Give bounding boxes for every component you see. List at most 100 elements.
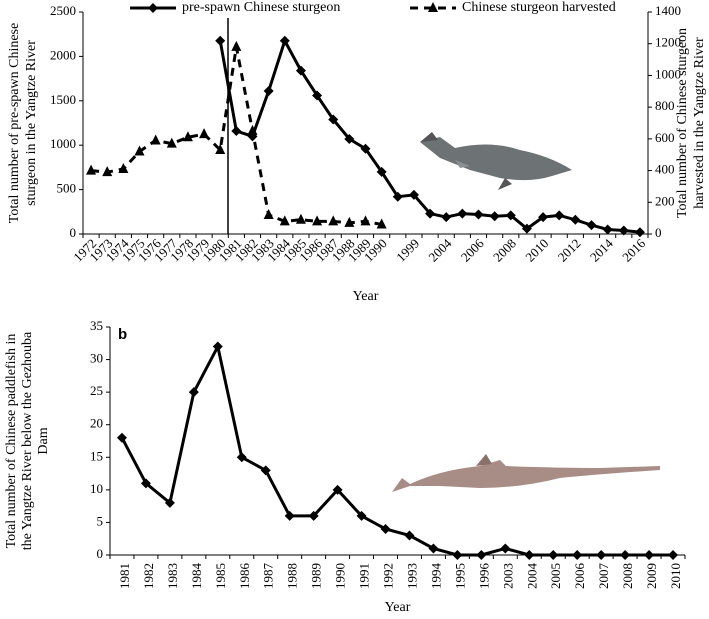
- y-tick-label: 2000: [50, 47, 76, 62]
- x-tick-label: 2012: [555, 236, 584, 265]
- legend-marker: [428, 2, 438, 12]
- series-line: [120, 342, 674, 557]
- x-tick-label: 1985: [213, 563, 228, 589]
- x-tick-label: 1982: [141, 563, 156, 589]
- x-tick-label: 2009: [644, 563, 659, 589]
- marker: [489, 211, 500, 222]
- y-tick-label: 0: [70, 225, 77, 240]
- marker: [231, 125, 242, 136]
- marker: [263, 208, 274, 219]
- x-tick-label: 1986: [237, 563, 252, 590]
- marker: [215, 35, 226, 46]
- y-tick-label: 20: [90, 416, 103, 431]
- marker: [150, 134, 161, 145]
- y-tick-label: 500: [57, 181, 77, 196]
- marker: [408, 189, 419, 200]
- x-tick-label: 2014: [587, 235, 616, 264]
- marker: [212, 341, 223, 352]
- y-axis-label: Dam: [36, 427, 51, 454]
- x-tick-label: 1983: [165, 563, 180, 589]
- x-axis-label: Year: [353, 289, 379, 304]
- x-tick-label: 2006: [572, 563, 587, 590]
- y2-tick-label: 1200: [655, 35, 681, 50]
- panel-label: b: [118, 326, 127, 343]
- marker: [572, 550, 583, 560]
- marker: [166, 137, 177, 148]
- legend-label: pre-spawn Chinese sturgeon: [182, 0, 340, 15]
- marker: [360, 215, 371, 226]
- legend-marker: [148, 3, 158, 13]
- x-tick-label: 2006: [458, 235, 487, 264]
- y-tick-label: 5: [97, 513, 104, 528]
- y2-tick-label: 1000: [655, 66, 681, 81]
- marker: [328, 114, 339, 125]
- marker: [392, 191, 403, 202]
- x-tick-label: 1990: [333, 563, 348, 589]
- marker: [586, 220, 597, 231]
- y-tick-label: 35: [90, 318, 103, 333]
- marker: [618, 225, 629, 236]
- x-tick-label: 1984: [189, 563, 204, 590]
- x-tick-label: 2008: [620, 563, 635, 589]
- y-axis-label: Total number of Chinese paddlefish in: [4, 334, 19, 549]
- marker: [668, 550, 679, 560]
- marker: [344, 216, 355, 227]
- x-tick-label: 2007: [596, 563, 611, 590]
- x-axis-label: Year: [385, 600, 411, 615]
- x-tick-label: 1991: [357, 563, 372, 589]
- marker: [102, 166, 113, 177]
- marker: [538, 212, 549, 223]
- marker: [425, 208, 436, 219]
- y-axis-label: sturgeon in the Yangtze River: [24, 40, 39, 206]
- marker: [457, 208, 468, 219]
- marker: [524, 550, 535, 560]
- marker: [164, 497, 175, 508]
- marker: [404, 530, 415, 541]
- y-tick-label: 1000: [50, 136, 76, 151]
- marker: [199, 128, 210, 139]
- marker: [360, 143, 371, 154]
- x-tick-label: 1994: [428, 563, 443, 590]
- marker: [308, 510, 319, 521]
- marker: [236, 452, 247, 463]
- marker: [182, 131, 193, 142]
- y2-tick-label: 800: [655, 98, 675, 113]
- y-axis-label: the Yangtze River below the Gezhouba: [20, 331, 35, 550]
- marker: [634, 227, 645, 238]
- marker: [312, 90, 323, 101]
- y2-tick-label: 0: [655, 225, 662, 240]
- x-tick-label: 1988: [285, 563, 300, 589]
- marker: [380, 523, 391, 534]
- y-axis-label: Total number of pre-spawn Chinese: [7, 23, 22, 223]
- marker: [328, 215, 339, 226]
- marker: [596, 550, 607, 560]
- y-tick-label: 15: [90, 448, 103, 463]
- marker: [116, 432, 127, 443]
- marker: [620, 550, 631, 560]
- marker: [284, 510, 295, 521]
- x-tick-label: 2005: [548, 563, 563, 589]
- marker: [134, 145, 145, 156]
- marker: [295, 213, 306, 224]
- marker: [376, 166, 387, 177]
- marker: [644, 550, 655, 560]
- x-tick-label: 1996: [476, 563, 491, 590]
- x-tick-label: 2010: [668, 563, 683, 589]
- marker: [312, 215, 323, 226]
- x-tick-label: 2004: [425, 235, 454, 264]
- marker: [188, 387, 199, 398]
- marker: [86, 164, 97, 175]
- marker: [500, 543, 511, 554]
- marker: [476, 550, 487, 560]
- marker: [521, 223, 532, 234]
- y-tick-label: 2500: [50, 3, 76, 18]
- marker: [554, 210, 565, 221]
- marker: [279, 215, 290, 226]
- x-tick-label: 2004: [524, 563, 539, 590]
- x-tick-label: 1987: [261, 563, 276, 590]
- y-tick-label: 1500: [50, 92, 76, 107]
- marker: [247, 124, 258, 135]
- x-tick-label: 1999: [393, 236, 422, 265]
